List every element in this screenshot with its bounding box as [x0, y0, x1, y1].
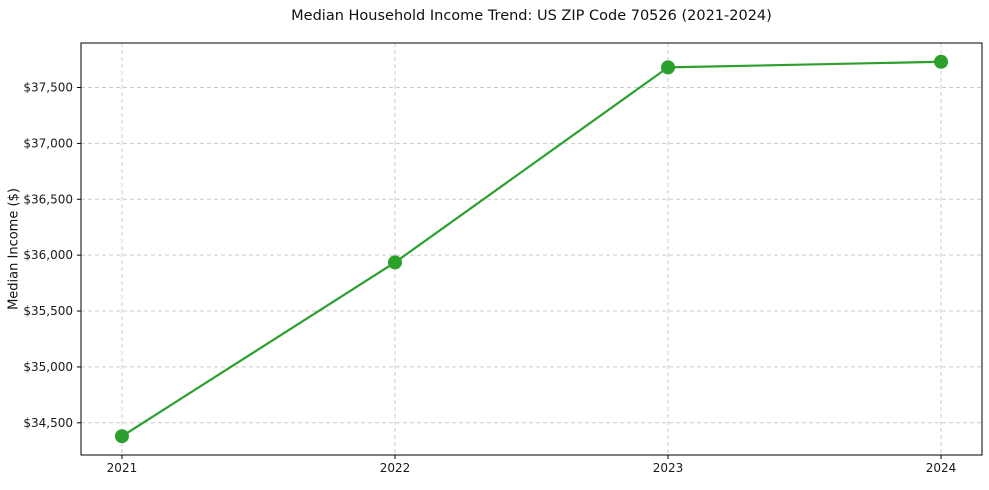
x-tick-label-2023: 2023 [653, 461, 684, 475]
data-point-2022 [387, 255, 402, 270]
y-tick-label-37500: $37,500 [23, 80, 73, 94]
y-tick-label-36000: $36,000 [23, 248, 73, 262]
y-tick-label-35500: $35,500 [23, 304, 73, 318]
y-tick-label-36500: $36,500 [23, 192, 73, 206]
y-tick-label-34500: $34,500 [23, 416, 73, 430]
plot-frame [80, 42, 983, 456]
x-tick-label-2021: 2021 [107, 461, 138, 475]
x-tick-label-2022: 2022 [380, 461, 411, 475]
data-point-2024 [934, 54, 949, 69]
data-point-2021 [114, 429, 129, 444]
data-line [120, 60, 943, 438]
data-point-2023 [661, 60, 676, 75]
chart-title: Median Household Income Trend: US ZIP Co… [291, 8, 772, 24]
x-tick-label-2024: 2024 [926, 461, 957, 475]
y-tick-label-35000: $35,000 [23, 360, 73, 374]
y-tick-label-37000: $37,000 [23, 136, 73, 150]
